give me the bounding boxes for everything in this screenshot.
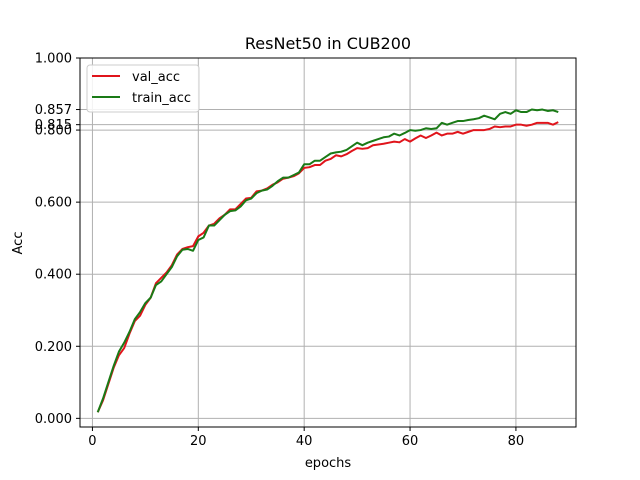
x-axis-label: epochs	[305, 456, 352, 471]
y-tick-label: 0.815	[35, 118, 72, 133]
x-tick-label: 20	[190, 434, 207, 449]
chart-title: ResNet50 in CUB200	[245, 34, 411, 53]
legend-label-train_acc: train_acc	[132, 91, 191, 106]
x-tick-label: 0	[88, 434, 96, 449]
y-tick-label: 0.000	[35, 412, 72, 427]
y-tick-label: 0.400	[35, 268, 72, 283]
x-tick-label: 60	[402, 434, 419, 449]
y-tick-label: 0.857	[35, 103, 72, 118]
series-line-train_acc	[96, 108, 559, 413]
y-tick-label: 0.800	[35, 124, 72, 139]
grid	[80, 57, 576, 427]
y-axis-label: Acc	[11, 232, 26, 255]
x-tick-label: 40	[296, 434, 313, 449]
y-tick-label: 0.200	[35, 340, 72, 355]
legend: val_acc train_acc	[86, 64, 200, 113]
legend-label-val_acc: val_acc	[132, 70, 180, 85]
y-tick-label: 0.600	[35, 196, 72, 211]
plot-area-frame	[79, 57, 577, 428]
x-axis-ticks: 0 20 40 60 80	[88, 427, 524, 449]
series-group	[96, 108, 559, 413]
y-tick-label: 1.000	[35, 52, 72, 67]
x-tick-label: 80	[508, 434, 525, 449]
